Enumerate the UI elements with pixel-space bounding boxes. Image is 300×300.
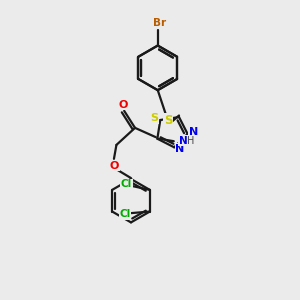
Text: S: S: [151, 113, 159, 124]
Text: Br: Br: [153, 18, 166, 28]
Text: N: N: [175, 144, 184, 154]
Text: Cl: Cl: [119, 209, 130, 219]
Text: O: O: [119, 100, 128, 110]
Text: O: O: [110, 161, 119, 171]
Text: N: N: [179, 136, 188, 146]
Text: H: H: [188, 136, 195, 146]
Text: S: S: [164, 114, 172, 127]
Text: N: N: [189, 128, 198, 137]
Text: Cl: Cl: [121, 179, 132, 189]
